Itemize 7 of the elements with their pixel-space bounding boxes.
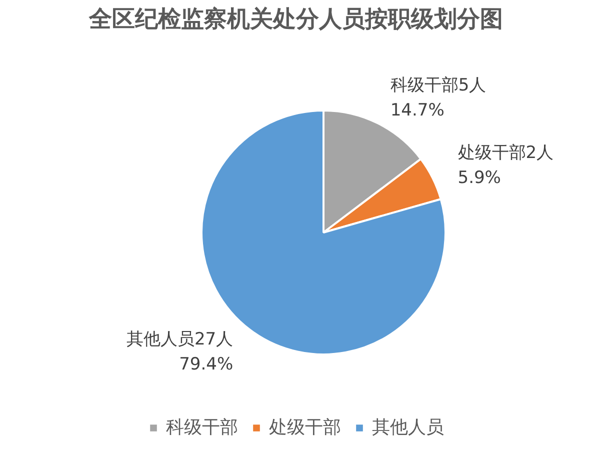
legend-label: 处级干部 xyxy=(269,416,341,439)
data-label: 科级干部5人 14.7% xyxy=(390,76,486,121)
data-label: 处级干部2人 5.9% xyxy=(458,143,554,188)
chart-title: 全区纪检监察机关处分人员按职级划分图 xyxy=(88,6,503,32)
legend-label: 科级干部 xyxy=(166,416,238,439)
legend-label: 其他人员 xyxy=(372,416,444,439)
data-label: 其他人员27人 79.4% xyxy=(126,330,234,375)
